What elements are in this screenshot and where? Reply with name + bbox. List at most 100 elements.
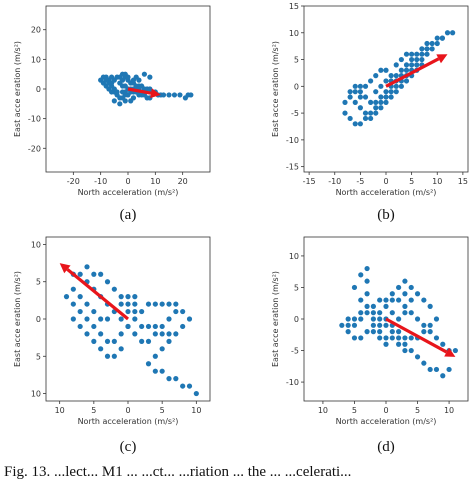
- data-point: [352, 83, 358, 89]
- data-point: [188, 92, 194, 98]
- data-point: [408, 297, 414, 303]
- data-point: [424, 51, 430, 57]
- data-point: [347, 94, 353, 100]
- data-point: [77, 294, 83, 300]
- data-point: [357, 105, 363, 111]
- direction-arrow-shaft: [66, 268, 130, 321]
- data-point: [132, 331, 138, 337]
- data-point: [352, 121, 358, 127]
- data-point: [347, 115, 353, 122]
- data-point: [370, 303, 376, 309]
- data-point: [383, 303, 389, 309]
- y-tick-label: -10: [28, 115, 41, 124]
- data-point: [446, 366, 452, 373]
- data-point: [377, 310, 383, 316]
- direction-arrow-shaft: [385, 317, 448, 354]
- x-axis-label: North acceleration (m/s²): [78, 417, 179, 426]
- data-point: [166, 376, 172, 382]
- data-point: [377, 322, 383, 328]
- data-point: [429, 46, 435, 52]
- data-point: [104, 353, 111, 359]
- data-point: [357, 94, 363, 100]
- y-tick-label: 5: [294, 283, 299, 292]
- data-point: [419, 51, 425, 57]
- data-point: [152, 331, 158, 337]
- data-point: [345, 322, 351, 328]
- data-point: [452, 347, 458, 354]
- data-point: [378, 99, 384, 105]
- data-point: [70, 316, 76, 322]
- data-point: [370, 316, 376, 322]
- data-point: [159, 346, 165, 352]
- data-point: [373, 99, 379, 105]
- y-tick-label: 15: [289, 2, 299, 11]
- data-point: [139, 323, 145, 330]
- data-point: [424, 40, 430, 47]
- data-point: [84, 316, 90, 322]
- data-point: [414, 62, 420, 68]
- data-point: [396, 316, 402, 322]
- data-point: [125, 323, 131, 330]
- data-point: [424, 46, 430, 52]
- data-point: [141, 71, 147, 77]
- data-point: [383, 78, 389, 84]
- data-point: [111, 353, 117, 359]
- data-point: [358, 272, 364, 278]
- data-point: [414, 56, 420, 63]
- data-point: [91, 271, 97, 277]
- data-point: [370, 329, 376, 335]
- data-point: [427, 329, 433, 335]
- data-point: [173, 301, 179, 307]
- data-point: [130, 95, 137, 101]
- data-point: [403, 78, 410, 84]
- x-axis-label: North acceleration (m/s²): [336, 417, 437, 426]
- y-tick-label: -20: [28, 144, 41, 153]
- data-point: [368, 99, 374, 105]
- data-point: [358, 316, 364, 322]
- y-axis-label: East acce eration (m/s²): [13, 271, 22, 367]
- y-tick-label: 0: [36, 85, 41, 94]
- data-point: [378, 67, 384, 73]
- data-point: [439, 35, 445, 41]
- data-point: [378, 94, 384, 100]
- data-point: [139, 308, 145, 315]
- data-point: [383, 94, 389, 100]
- data-point: [362, 94, 369, 100]
- data-point: [421, 297, 427, 303]
- data-point: [166, 301, 172, 307]
- data-point: [91, 308, 97, 315]
- data-point: [396, 335, 402, 341]
- data-point: [440, 373, 446, 379]
- y-tick-label: 10: [31, 390, 41, 399]
- data-point: [171, 92, 178, 98]
- data-point: [427, 303, 433, 309]
- data-point: [351, 284, 358, 291]
- data-point: [159, 301, 165, 307]
- x-axis-label: North acceleration (m/s²): [336, 188, 437, 197]
- data-point: [377, 335, 383, 341]
- data-point: [389, 291, 395, 297]
- x-tick-label: 10: [444, 406, 454, 415]
- data-point: [408, 284, 414, 291]
- data-point: [396, 297, 402, 303]
- y-axis-label: East acce eration (m/s²): [271, 41, 280, 137]
- panel-c: 10 5 0 5 10 10 5 0 5 10 North acceleration (m/s²) E…: [13, 236, 211, 455]
- direction-arrow-head: [444, 347, 456, 357]
- data-point: [402, 291, 408, 297]
- data-point: [434, 40, 440, 47]
- data-point: [125, 301, 131, 307]
- x-axis-label: North acceleration (m/s²): [78, 188, 179, 197]
- x-tick-label: -10: [328, 177, 341, 186]
- data-point: [444, 30, 451, 36]
- data-point: [145, 323, 152, 330]
- data-point: [393, 89, 399, 95]
- data-point: [377, 297, 383, 303]
- y-tick-label: 10: [31, 55, 41, 64]
- data-point: [173, 376, 179, 382]
- data-point: [118, 346, 124, 352]
- data-point: [159, 331, 165, 337]
- data-point: [139, 338, 145, 344]
- y-axis-label: East acce eration (m/s²): [13, 41, 22, 137]
- data-point: [152, 323, 158, 330]
- data-point: [421, 329, 427, 335]
